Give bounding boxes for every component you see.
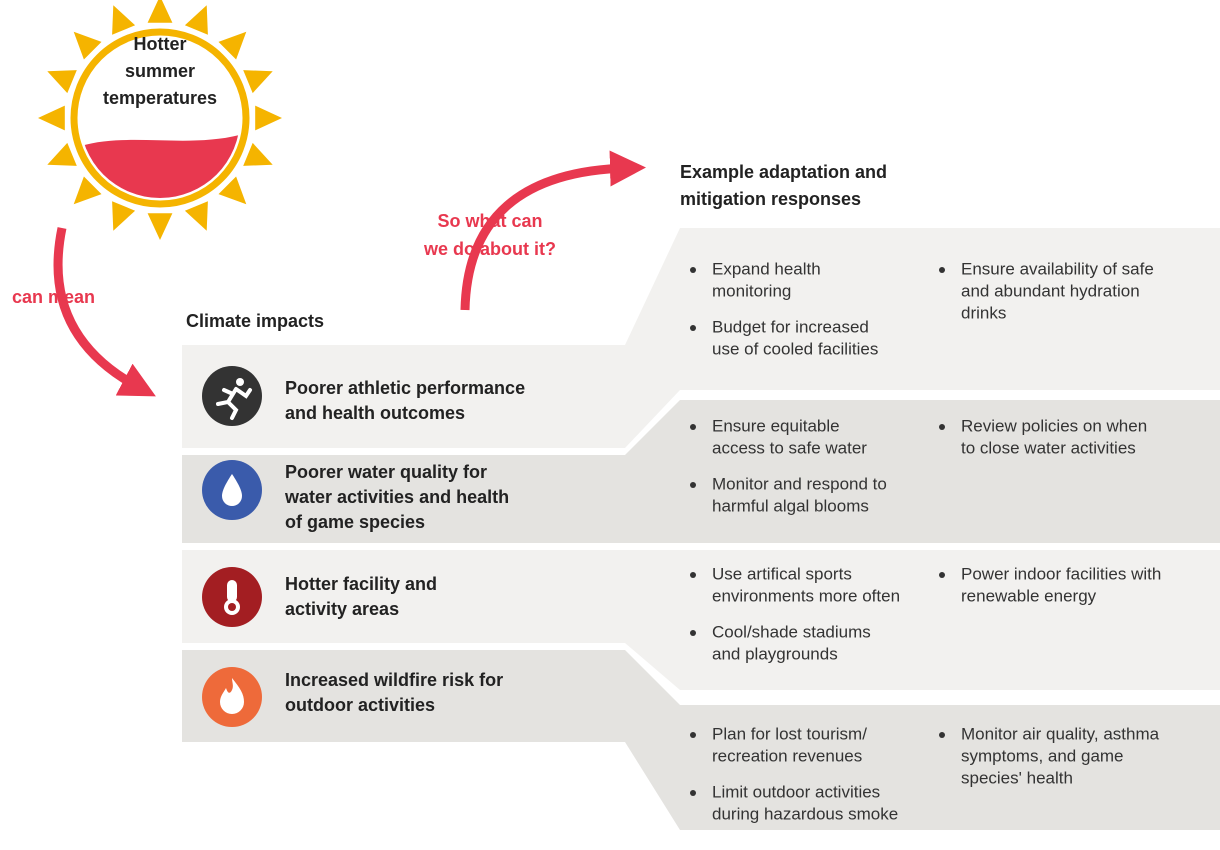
impact-label: of game species	[285, 512, 425, 532]
sun-label: Hotter	[134, 34, 187, 54]
sun-label: summer	[125, 61, 195, 81]
response-text: renewable energy	[961, 586, 1097, 605]
response-text: and abundant hydration	[961, 281, 1140, 300]
impact-label: Hotter facility and	[285, 574, 437, 594]
icon	[202, 667, 262, 727]
icon	[202, 366, 262, 426]
bullet	[690, 424, 696, 430]
panel	[182, 228, 1220, 448]
sun-ray	[218, 31, 247, 60]
sun-ray	[184, 5, 208, 35]
sun-ray	[73, 176, 102, 205]
sun-ray	[73, 31, 102, 60]
sun-ray	[184, 201, 208, 231]
response-text: use of cooled facilities	[712, 339, 878, 358]
icon	[202, 460, 262, 520]
bullet	[690, 630, 696, 636]
sun-ray	[243, 70, 273, 94]
heading: mitigation responses	[680, 189, 861, 209]
response-text: Ensure availability of safe	[961, 259, 1154, 278]
response-text: Ensure equitable	[712, 416, 840, 435]
bullet	[690, 482, 696, 488]
icon	[202, 567, 262, 627]
sun: Hotter summer temperatures	[38, 0, 282, 240]
response-text: during hazardous smoke	[712, 804, 898, 823]
bullet	[690, 572, 696, 578]
sun-ray	[218, 176, 247, 205]
arrow-label: So what can	[437, 211, 542, 231]
bullet	[939, 267, 945, 273]
response-text: monitoring	[712, 281, 791, 300]
response-text: drinks	[961, 303, 1006, 322]
sun-ray	[112, 5, 136, 35]
response-text: Monitor air quality, asthma	[961, 724, 1160, 743]
response-text: Plan for lost tourism/	[712, 724, 867, 743]
sun-ray	[47, 70, 77, 94]
response-text: symptoms, and game	[961, 746, 1124, 765]
response-text: Expand health	[712, 259, 821, 278]
sun-ray	[147, 0, 173, 23]
response-text: Budget for increased	[712, 317, 869, 336]
panels	[182, 228, 1220, 830]
response-text: Monitor and respond to	[712, 474, 887, 493]
arrow-label: we do about it?	[423, 239, 556, 259]
response-text: access to safe water	[712, 438, 867, 457]
arrow	[460, 150, 646, 311]
response-text: and playgrounds	[712, 644, 838, 663]
bullet	[690, 325, 696, 331]
sun-ray	[47, 142, 77, 166]
response-text: Review policies on when	[961, 416, 1147, 435]
bullet	[690, 267, 696, 273]
sun-label: temperatures	[103, 88, 217, 108]
bullet	[939, 732, 945, 738]
heading: Example adaptation and	[680, 162, 887, 182]
sun-ray	[243, 142, 273, 166]
bullet	[690, 790, 696, 796]
response-text: to close water activities	[961, 438, 1136, 457]
sun-ray	[147, 213, 173, 240]
arrow	[53, 227, 156, 397]
sun-ray	[112, 201, 136, 231]
response-text: harmful algal blooms	[712, 496, 869, 515]
sun-ray	[255, 105, 282, 131]
arrow-label: can mean	[12, 287, 95, 307]
bullet	[690, 732, 696, 738]
bullet	[939, 424, 945, 430]
response-text: species' health	[961, 768, 1073, 787]
impact-label: and health outcomes	[285, 403, 465, 423]
response-text: Limit outdoor activities	[712, 782, 880, 801]
response-text: recreation revenues	[712, 746, 862, 765]
response-text: Cool/shade stadiums	[712, 622, 871, 641]
impact-label: Increased wildfire risk for	[285, 670, 503, 690]
panel	[182, 550, 1220, 690]
impact-label: water activities and health	[284, 487, 509, 507]
panel	[182, 400, 1220, 543]
heading: Climate impacts	[186, 311, 324, 331]
impact-label: Poorer athletic performance	[285, 378, 525, 398]
texts: Poorer athletic performance and health ou…	[284, 259, 1161, 823]
panel	[182, 650, 1220, 830]
impact-label: activity areas	[285, 599, 399, 619]
impact-label: Poorer water quality for	[285, 462, 487, 482]
impact-label: outdoor activities	[285, 695, 435, 715]
response-text: environments more often	[712, 586, 900, 605]
response-text: Use artifical sports	[712, 564, 852, 583]
bullet	[939, 572, 945, 578]
response-text: Power indoor facilities with	[961, 564, 1161, 583]
sun-ray	[38, 105, 65, 131]
